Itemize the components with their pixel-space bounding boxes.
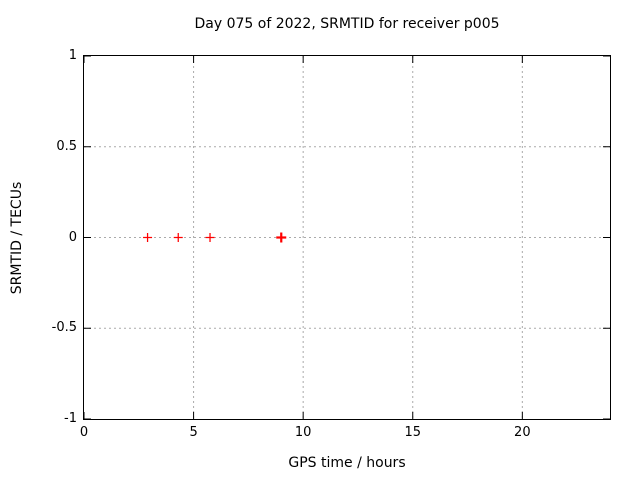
x-tick-label: 10 [294,425,312,440]
plot-area [83,55,611,420]
x-tick-label: 20 [514,425,531,440]
y-tick-label: 0.5 [56,138,77,154]
y-tick-label: 0 [68,229,77,245]
y-tick-label: -0.5 [51,320,77,336]
y-tick-label: -1 [64,411,77,426]
y-tick-label: 1 [68,48,77,63]
plot-grid-and-points [84,56,610,419]
chart-title: Day 075 of 2022, SRMTID for receiver p00… [194,16,500,32]
x-tick-label: 5 [189,425,198,440]
x-tick-label: 15 [404,425,422,440]
x-axis-title: GPS time / hours [288,455,406,471]
x-tick-label: 0 [79,425,89,440]
